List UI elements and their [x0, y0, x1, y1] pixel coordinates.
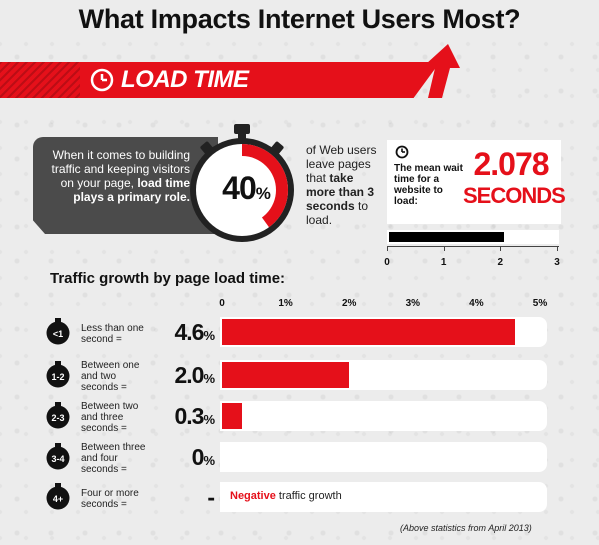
- wait-axis-tickmark: [387, 246, 388, 251]
- stopwatch-icon: [190, 124, 294, 242]
- row-value-unit: %: [203, 371, 215, 386]
- row-value-unit: %: [203, 328, 215, 343]
- negative-growth-note: Negative traffic growth: [230, 490, 342, 502]
- row-value: 2.0%: [164, 362, 215, 389]
- chart-title: Traffic growth by page load time:: [50, 270, 286, 287]
- wait-axis-tick: 2: [497, 257, 504, 268]
- row-label: Less than one second =: [81, 323, 144, 345]
- row-value-number: 0: [191, 444, 205, 470]
- svg-text:3-4: 3-4: [51, 454, 64, 464]
- x-axis-tick: 4%: [469, 298, 484, 309]
- footnote: (Above statistics from April 2013): [400, 523, 532, 533]
- stat-percent-sign: %: [255, 184, 271, 203]
- stopwatch-badge-icon: <1: [46, 318, 70, 345]
- bar-fill: [222, 403, 242, 429]
- row-value: -: [164, 484, 215, 511]
- row-label: Four or more seconds =: [81, 488, 139, 510]
- wait-axis-tick: 1: [440, 257, 447, 268]
- stat-percent: 40%: [214, 170, 278, 207]
- wait-axis-tickmark: [557, 246, 558, 251]
- intro-text-bold: load time plays a primary role.: [73, 176, 190, 204]
- stat-text-bold: take more than 3 seconds: [306, 171, 375, 213]
- wait-time-axis: [387, 246, 559, 247]
- wait-time-bar-fill: [389, 232, 504, 242]
- row-value-unit: %: [203, 453, 215, 468]
- banner-hatch-decoration: [0, 62, 80, 98]
- page-title: What Impacts Internet Users Most?: [78, 4, 521, 34]
- svg-text:<1: <1: [53, 329, 63, 339]
- bar-track: [220, 401, 547, 431]
- x-axis-tick: 5%: [532, 298, 548, 309]
- intro-text-plain: When it comes to building traffic and ke…: [51, 148, 190, 190]
- wait-time-value: 2.078: [473, 146, 549, 182]
- wait-axis-tick: 0: [384, 257, 390, 268]
- stat-description: of Web users leave pages that take more …: [306, 143, 386, 227]
- stat-percent-number: 40: [222, 170, 257, 206]
- wait-time-label: The mean wait time for a website to load…: [394, 163, 463, 207]
- row-label: Between two and three seconds =: [81, 401, 139, 434]
- svg-text:1-2: 1-2: [51, 372, 64, 382]
- wait-axis-tickmark: [500, 246, 502, 251]
- x-axis-tick: 3%: [405, 298, 421, 309]
- x-axis-tick: 1%: [278, 298, 293, 309]
- wait-axis-tickmark: [443, 246, 445, 251]
- negative-note-rest: traffic growth: [278, 490, 342, 502]
- row-value-unit: %: [203, 412, 215, 427]
- wait-axis-tick: 3: [554, 257, 560, 268]
- bar-fill: [222, 362, 350, 388]
- row-value-number: 4.6: [174, 319, 204, 345]
- bar-fill: [222, 319, 515, 345]
- row-value: 0.3%: [164, 403, 215, 430]
- negative-note-bold: Negative: [230, 490, 276, 502]
- x-axis-tick: 2%: [341, 298, 357, 309]
- row-value: 4.6%: [164, 319, 215, 346]
- stat-text-after: to load.: [306, 199, 369, 227]
- stopwatch-badge-icon: 4+: [46, 483, 70, 510]
- banner-label: LOAD TIME: [121, 66, 249, 93]
- stopwatch-badge-icon: 1-2: [46, 361, 70, 388]
- stopwatch-badge-icon: 2-3: [46, 402, 70, 429]
- row-value-number: -: [207, 484, 215, 510]
- row-value-number: 0.3: [174, 403, 204, 429]
- wait-time-unit: SECONDS: [463, 183, 566, 208]
- stat-text-before: of Web users leave pages that: [306, 143, 377, 185]
- x-axis-tick: 0: [219, 298, 225, 309]
- row-label: Between three and four seconds =: [81, 442, 146, 475]
- row-label: Between one and two seconds =: [81, 360, 140, 393]
- intro-box: [33, 137, 218, 234]
- svg-text:2-3: 2-3: [51, 413, 64, 423]
- svg-text:4+: 4+: [53, 494, 63, 504]
- up-arrow-icon: [426, 44, 460, 98]
- bar-track: [220, 482, 547, 512]
- bar-track: [220, 442, 547, 472]
- clock-icon: [395, 145, 409, 159]
- clock-icon: [90, 68, 114, 92]
- load-time-banner: [0, 62, 440, 98]
- wait-time-box: [387, 140, 561, 224]
- row-value: 0%: [164, 444, 215, 471]
- row-value-number: 2.0: [174, 362, 204, 388]
- intro-text: When it comes to building traffic and ke…: [40, 148, 190, 204]
- stopwatch-badge-icon: 3-4: [46, 443, 70, 470]
